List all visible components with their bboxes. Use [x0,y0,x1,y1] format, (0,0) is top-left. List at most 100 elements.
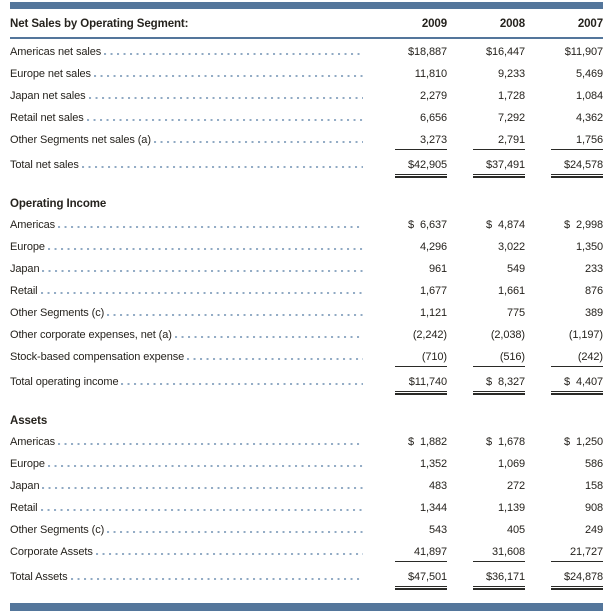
value-2009: 1,677 [419,285,447,297]
row-label: Americas [10,219,56,231]
table-row: Other Segments net sales (a) 3,273 2,791… [10,129,603,154]
row-label: Japan [10,480,40,492]
bottom-accent-bar [10,603,603,611]
table-row: Other Segments (c) 1,121 775 389 [10,302,603,324]
value-2007: $ 1,250 [563,436,603,448]
value-2007: $24,878 [525,571,603,590]
value-2007: $ 4,407 [525,376,603,395]
table-row: Europe net sales 11,810 9,233 5,469 [10,63,603,85]
value-2007: (1,197) [568,329,603,341]
dot-leader [58,443,363,445]
value-2009: $ 6,637 [407,219,447,231]
row-label: Japan net sales [10,90,86,102]
row-label: Europe net sales [10,68,91,80]
row-label: Americas [10,436,56,448]
dot-leader [47,465,363,467]
value-2009: 1,352 [419,458,447,470]
dot-leader [187,358,363,360]
column-header-2009: 2009 [421,18,447,30]
dot-leader [107,314,363,316]
row-label: Other Segments (c) [10,524,105,536]
value-2009: $18,887 [407,46,447,58]
value-2009: 3,273 [369,134,447,150]
table-row: Retail 1,344 1,139 908 [10,497,603,519]
table-row: Japan 483 272 158 [10,475,603,497]
value-2008: 549 [506,263,525,275]
dot-leader [70,578,363,580]
table-row: Total operating income $11,740 $ 8,327 $… [10,371,603,401]
value-2008: $ 8,327 [447,376,525,395]
value-2008: $36,171 [447,571,525,590]
column-header-2007: 2007 [577,18,603,30]
row-label: Total Assets [10,571,68,583]
value-2009: 543 [428,524,447,536]
value-2008: 1,661 [497,285,525,297]
value-2009: 1,344 [419,502,447,514]
value-2008: 1,139 [497,502,525,514]
dot-leader [40,509,363,511]
table-row: Europe 4,296 3,022 1,350 [10,236,603,258]
dot-leader [81,166,363,168]
dot-leader [121,383,363,385]
value-2008: 405 [506,524,525,536]
value-2009: $ 1,882 [407,436,447,448]
dot-leader [42,487,363,489]
value-2008: 9,233 [497,68,525,80]
column-header-2008: 2008 [499,18,525,30]
row-label: Total net sales [10,159,79,171]
value-2008: $ 4,874 [485,219,525,231]
table-row: Americas net sales $18,887 $16,447 $11,9… [10,41,603,63]
table-row: Retail 1,677 1,661 876 [10,280,603,302]
value-2007: 4,362 [575,112,603,124]
value-2009: $47,501 [369,571,447,590]
value-2008: 2,791 [447,134,525,150]
value-2008: 272 [506,480,525,492]
value-2009: 483 [428,480,447,492]
table-row: Other corporate expenses, net (a) (2,242… [10,324,603,346]
dot-leader [86,119,363,121]
value-2009: 1,121 [419,307,447,319]
row-label: Other corporate expenses, net (a) [10,329,172,341]
value-2007: 389 [584,307,603,319]
row-label: Stock-based compensation expense [10,351,185,363]
value-2009: 961 [428,263,447,275]
dot-leader [42,270,363,272]
section-title: Operating Income [10,198,107,210]
table-body: Americas net sales $18,887 $16,447 $11,9… [10,41,603,596]
row-label: Retail [10,285,38,297]
dot-leader [95,553,363,555]
value-2007: $11,907 [564,46,603,58]
row-label: Retail [10,502,38,514]
value-2008: 7,292 [497,112,525,124]
dot-leader [47,248,363,250]
value-2009: 11,810 [414,68,447,80]
value-2007: 5,469 [575,68,603,80]
row-label: Retail net sales [10,112,84,124]
section-title: Assets [10,415,48,427]
value-2009: 4,296 [419,241,447,253]
row-label: Other Segments (c) [10,307,105,319]
row-label: Japan [10,263,40,275]
value-2008: 31,608 [447,546,525,562]
row-label: Total operating income [10,376,119,388]
value-2007: 158 [584,480,603,492]
table-row: Americas $ 1,882 $ 1,678 $ 1,250 [10,431,603,453]
value-2009: 2,279 [419,90,447,102]
row-label: Corporate Assets [10,546,93,558]
value-2007: 21,727 [525,546,603,562]
value-2007: 249 [584,524,603,536]
dot-leader [107,531,363,533]
dot-leader [153,141,363,143]
value-2009: 41,897 [369,546,447,562]
table-row: Other Segments (c) 543 405 249 [10,519,603,541]
dot-leader [93,75,363,77]
value-2009: $11,740 [369,376,447,395]
table-row: Japan net sales 2,279 1,728 1,084 [10,85,603,107]
value-2007: 876 [584,285,603,297]
table-header-row: Net Sales by Operating Segment: 2009 200… [10,9,603,37]
dot-leader [58,226,363,228]
table-title: Net Sales by Operating Segment: [10,18,189,30]
dot-leader [174,336,363,338]
value-2009: $42,905 [369,159,447,178]
value-2007: 908 [584,502,603,514]
